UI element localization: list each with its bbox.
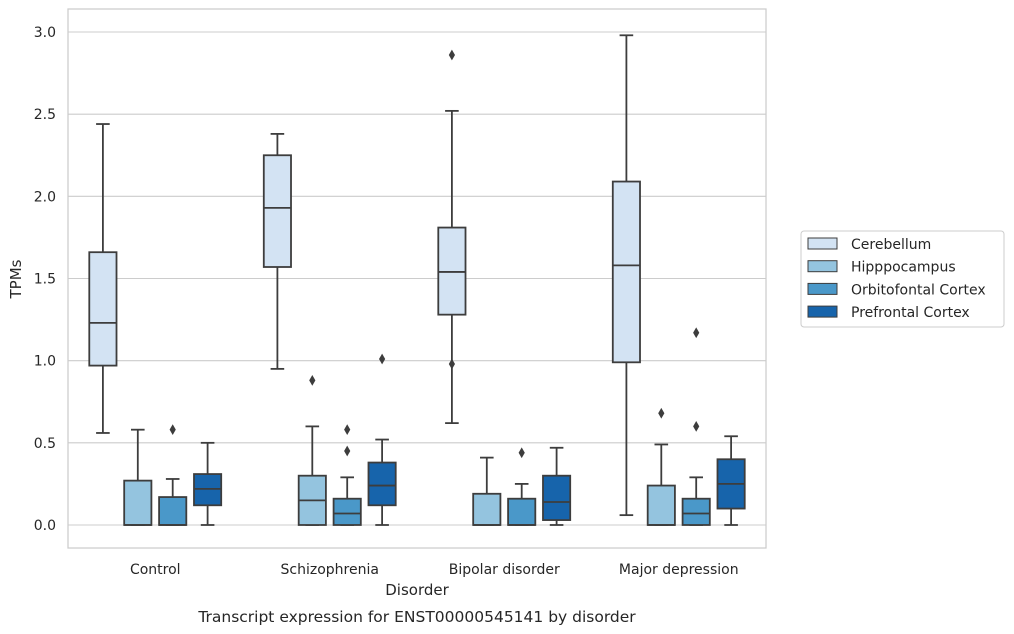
box-body	[646, 484, 676, 526]
box-body	[158, 496, 188, 526]
box-body	[123, 479, 153, 526]
legend: Cerebellum Hipppocampus Orbitofontal Corte…	[800, 230, 1005, 328]
box-body	[367, 461, 397, 507]
box	[472, 456, 502, 526]
x-axis-label: Disorder	[385, 581, 449, 599]
box	[123, 428, 153, 526]
y-tick-label: 2.5	[34, 107, 56, 123]
box-body	[332, 497, 362, 526]
series-cerebellum	[88, 34, 641, 517]
outlier-point	[448, 49, 455, 61]
box	[681, 327, 711, 526]
box	[437, 49, 467, 425]
outlier-point	[344, 424, 351, 436]
x-tick-label: Major depression	[619, 562, 739, 578]
series-prefrontal-cortex	[193, 353, 746, 526]
legend-label: Prefrontal Cortex	[851, 305, 970, 321]
box	[332, 424, 362, 526]
legend-label: Hipppocampus	[851, 260, 956, 276]
y-tick-label: 1.5	[34, 272, 56, 288]
legend-swatch	[807, 305, 838, 318]
box	[716, 435, 746, 526]
chart-caption: Transcript expression for ENST0000054514…	[197, 608, 636, 626]
box	[262, 132, 292, 370]
box-body	[611, 180, 641, 364]
box	[193, 441, 223, 526]
box	[158, 424, 188, 526]
box	[611, 34, 641, 517]
box	[297, 375, 327, 526]
outlier-point	[693, 421, 700, 432]
legend-swatch	[807, 237, 838, 250]
y-tick-label: 0.0	[34, 518, 56, 534]
outlier-point	[448, 358, 455, 370]
legend-frame	[800, 230, 1005, 328]
outlier-point	[658, 407, 665, 419]
y-tick-label: 2.0	[34, 189, 56, 205]
box	[88, 123, 118, 434]
y-tick-label: 1.0	[34, 354, 56, 370]
outlier-point	[309, 375, 316, 386]
box	[507, 447, 537, 526]
box-body	[88, 251, 118, 367]
outlier-point	[693, 327, 700, 339]
box	[646, 407, 676, 526]
legend-swatch	[807, 260, 838, 273]
x-tick-label: Control	[130, 562, 181, 578]
outlier-point	[344, 445, 351, 457]
outlier-point	[518, 447, 525, 459]
x-tick-label: Bipolar disorder	[449, 562, 560, 578]
y-axis-ticks: 0.0 0.5 1.0 1.5 2.0 2.5 3.0	[34, 25, 56, 534]
legend-label: Orbitofontal Cortex	[851, 282, 986, 298]
x-tick-label: Schizophrenia	[281, 562, 379, 578]
box-body	[681, 497, 711, 526]
y-tick-label: 3.0	[34, 25, 56, 41]
box-body	[542, 474, 572, 521]
legend-swatch	[807, 282, 838, 295]
plot-area-frame	[67, 8, 767, 549]
series-hipppocampus	[123, 375, 676, 526]
outlier-point	[169, 424, 176, 436]
x-axis-ticks: Control Schizophrenia Bipolar disorder Majo…	[130, 562, 739, 578]
box	[367, 353, 397, 526]
box-body	[472, 492, 502, 526]
box-series	[88, 34, 746, 526]
y-axis-label: TPMs	[7, 259, 25, 299]
box-body	[262, 154, 292, 268]
box-body	[507, 497, 537, 526]
outlier-point	[379, 353, 386, 365]
box	[542, 446, 572, 526]
y-tick-label: 0.5	[34, 436, 56, 452]
series-orbitofontal-cortex	[158, 327, 711, 526]
legend-label: Cerebellum	[851, 237, 931, 253]
